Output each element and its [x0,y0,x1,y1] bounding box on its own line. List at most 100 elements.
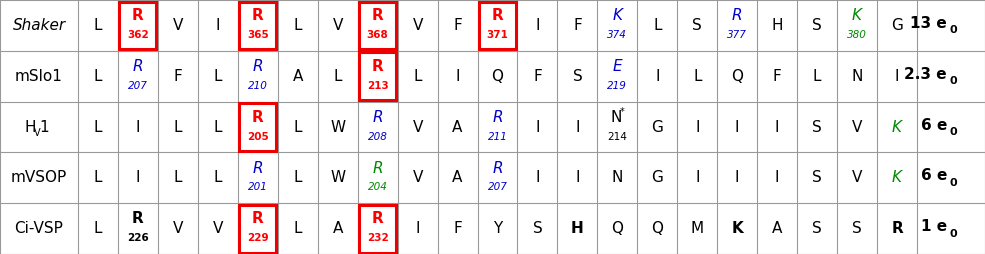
Text: L: L [94,69,102,84]
Text: R: R [132,8,144,23]
Text: Y: Y [492,221,502,236]
Text: Q: Q [492,69,503,84]
Text: I: I [575,170,579,185]
Text: 219: 219 [608,81,627,91]
Text: L: L [813,69,821,84]
Text: 6 e: 6 e [921,118,947,133]
Text: L: L [294,18,302,33]
Bar [360,52,396,100]
Text: L: L [294,221,302,236]
Bar [239,2,276,49]
Text: I: I [535,18,540,33]
Text: V: V [413,170,423,185]
Text: I: I [735,119,740,135]
Text: S: S [813,18,822,33]
Text: N: N [612,170,624,185]
Text: S: S [813,221,822,236]
Text: I: I [416,221,420,236]
Text: R: R [371,59,383,74]
Text: Q: Q [731,69,744,84]
Text: 226: 226 [127,233,149,243]
Text: 211: 211 [488,132,507,142]
Text: R: R [891,221,903,236]
Text: R: R [252,161,263,176]
Text: 205: 205 [247,132,269,142]
Text: 201: 201 [248,182,268,193]
Text: G: G [651,119,663,135]
Text: N: N [611,110,623,125]
Text: S: S [813,119,822,135]
Bar [239,205,276,252]
Text: F: F [453,221,462,236]
Text: mVSOP: mVSOP [11,170,67,185]
Text: G: G [891,18,903,33]
Text: V: V [413,18,423,33]
Text: I: I [136,170,140,185]
Text: E: E [613,59,623,74]
Text: V: V [413,119,423,135]
Text: I: I [695,119,699,135]
Text: L: L [94,119,102,135]
Text: 380: 380 [847,30,867,40]
Text: L: L [653,18,662,33]
Text: L: L [94,221,102,236]
Text: L: L [294,119,302,135]
Text: V: V [852,119,862,135]
Text: L: L [334,69,342,84]
Text: 207: 207 [488,182,507,193]
Text: 368: 368 [366,30,388,40]
Text: H: H [25,119,35,135]
Text: F: F [533,69,542,84]
Text: L: L [693,69,701,84]
Text: F: F [453,18,462,33]
Text: 377: 377 [727,30,748,40]
Text: K: K [892,119,902,135]
Text: K: K [731,221,743,236]
Text: I: I [575,119,579,135]
Text: 6 e: 6 e [921,168,947,183]
Text: I: I [894,69,899,84]
Text: 214: 214 [608,132,627,142]
Text: I: I [455,69,460,84]
Text: 371: 371 [487,30,508,40]
Text: L: L [294,170,302,185]
Text: R: R [371,8,383,23]
Text: 362: 362 [127,30,149,40]
Text: V: V [213,221,223,236]
Text: H: H [771,18,783,33]
Text: 204: 204 [367,182,387,193]
Text: H: H [571,221,584,236]
Text: V: V [852,170,862,185]
Text: R: R [252,59,263,74]
Text: 232: 232 [366,233,388,243]
Text: V: V [333,18,343,33]
Text: L: L [173,119,182,135]
Text: Shaker: Shaker [13,18,66,33]
Text: 0: 0 [949,229,956,239]
Text: *: * [620,107,624,117]
Text: L: L [214,69,222,84]
Text: I: I [695,170,699,185]
Text: S: S [572,69,582,84]
Text: K: K [852,8,862,23]
Text: A: A [772,221,782,236]
Text: R: R [492,8,503,23]
Text: I: I [535,170,540,185]
Text: A: A [293,69,303,84]
Text: R: R [132,211,144,227]
Bar [360,2,396,49]
Text: R: R [492,110,502,125]
Text: I: I [535,119,540,135]
Text: A: A [333,221,343,236]
Text: N: N [851,69,863,84]
Text: A: A [452,119,463,135]
Text: S: S [852,221,862,236]
Text: I: I [136,119,140,135]
Text: M: M [690,221,704,236]
Text: K: K [613,8,623,23]
Text: R: R [372,161,383,176]
Text: L: L [94,170,102,185]
Text: 0: 0 [949,178,956,188]
Text: I: I [655,69,660,84]
Text: 208: 208 [367,132,387,142]
